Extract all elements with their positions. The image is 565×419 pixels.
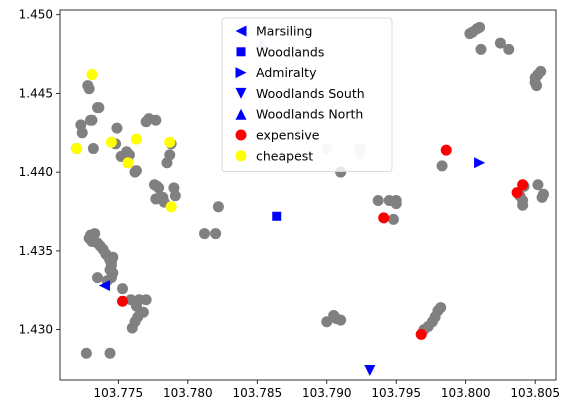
- legend-marker-woodlands: [236, 47, 246, 57]
- x-tick-label: 103.775: [94, 386, 144, 400]
- legend-label-expensive: expensive: [256, 128, 320, 143]
- point-cheapest-0: [71, 143, 83, 155]
- point-expensive-5: [517, 179, 529, 191]
- y-tick-label: 1.445: [19, 86, 53, 100]
- point-listing-0-83: [436, 160, 448, 172]
- legend-label-cheapest: cheapest: [256, 148, 313, 163]
- legend-marker-cheapest: [235, 150, 247, 162]
- point-listing-0-6: [87, 143, 99, 155]
- point-listing-0-90: [503, 43, 515, 55]
- point-listing-0-99: [532, 179, 544, 191]
- x-tick-label: 103.780: [163, 386, 213, 400]
- legend-marker-woodlands-north: [235, 108, 247, 120]
- y-axis: 1.430 1.435 1.440 1.445 1.450: [19, 8, 60, 337]
- point-expensive-1: [378, 212, 390, 224]
- point-listing-0-62: [104, 347, 116, 359]
- legend-box: [221, 17, 393, 173]
- plot-frame: [59, 9, 557, 381]
- point-cheapest-5: [164, 136, 176, 148]
- legend-label-woodlands: Woodlands: [256, 44, 324, 59]
- point-listing-0-82: [435, 302, 447, 314]
- point-woodlands-0: [272, 211, 282, 221]
- point-listing-0-48: [164, 149, 176, 161]
- point-cheapest-2: [105, 136, 117, 148]
- point-listing-0-102: [537, 188, 549, 200]
- point-listing-0-4: [83, 83, 95, 95]
- legend-label-marsiling: Marsiling: [256, 24, 312, 39]
- point-listing-0-27: [105, 272, 117, 284]
- legend-marker-expensive: [235, 129, 247, 141]
- y-tick-label: 1.440: [19, 165, 53, 179]
- point-listing-0-63: [198, 228, 210, 240]
- point-listing-0-29: [111, 122, 123, 134]
- point-listing-0-75: [390, 198, 402, 210]
- legend-label-woodlands-south: Woodlands South: [256, 86, 365, 101]
- point-listing-0-69: [335, 314, 347, 326]
- x-tick-label: 103.800: [441, 386, 491, 400]
- x-axis: 103.775 103.780 103.785 103.790 103.795 103.8…: [94, 380, 560, 400]
- x-tick-label: 103.795: [371, 386, 421, 400]
- point-expensive-0: [117, 295, 129, 307]
- point-listing-0-87: [474, 21, 486, 33]
- point-listing-0-61: [80, 347, 92, 359]
- point-cheapest-1: [86, 69, 98, 81]
- point-expensive-4: [511, 187, 523, 199]
- point-marsiling-0: [98, 280, 110, 292]
- point-listing-0-97: [531, 80, 543, 92]
- point-listing-0-100: [535, 65, 547, 77]
- point-listing-0-28: [117, 283, 129, 295]
- point-listing-0-89: [494, 37, 506, 49]
- legend-label-woodlands-north: Woodlands North: [256, 107, 363, 122]
- legend-marker-admiralty: [235, 67, 247, 79]
- legend: Marsiling Woodlands Admiralty Woodlands Sou…: [221, 17, 393, 173]
- point-listing-0-51: [169, 190, 181, 202]
- legend-marker-woodlands-south: [235, 87, 247, 99]
- point-listing-0-25: [92, 272, 104, 284]
- point-expensive-3: [415, 328, 427, 340]
- y-tick-label: 1.430: [19, 323, 53, 337]
- legend-marker-marsiling: [235, 25, 247, 37]
- x-tick-label: 103.790: [302, 386, 352, 400]
- point-listing-0-42: [153, 182, 165, 194]
- y-tick-label: 1.450: [19, 8, 53, 22]
- point-expensive-2: [440, 144, 452, 156]
- point-listing-0-24: [107, 251, 119, 263]
- point-woodlands-south-0: [364, 365, 376, 377]
- point-listing-0-13: [89, 228, 101, 240]
- y-tick-label: 1.435: [19, 244, 53, 258]
- point-listing-0-36: [130, 165, 142, 177]
- point-cheapest-6: [165, 201, 177, 213]
- x-tick-label: 103.785: [232, 386, 282, 400]
- point-admiralty-0: [474, 157, 486, 169]
- point-listing-0-2: [76, 127, 88, 139]
- point-listing-0-88: [475, 43, 487, 55]
- point-listing-0-7: [86, 114, 98, 126]
- point-listing-0-73: [387, 213, 399, 225]
- legend-label-admiralty: Admiralty: [256, 65, 317, 80]
- point-listing-0-39: [150, 114, 162, 126]
- point-listing-0-71: [372, 195, 384, 207]
- point-cheapest-4: [130, 133, 142, 145]
- x-tick-label: 103.805: [510, 386, 560, 400]
- point-listing-0-60: [140, 294, 152, 306]
- point-listing-0-65: [212, 201, 224, 213]
- point-listing-0-64: [210, 228, 222, 240]
- point-listing-0-93: [517, 199, 529, 211]
- point-cheapest-3: [122, 157, 134, 169]
- point-listing-0-9: [93, 102, 105, 114]
